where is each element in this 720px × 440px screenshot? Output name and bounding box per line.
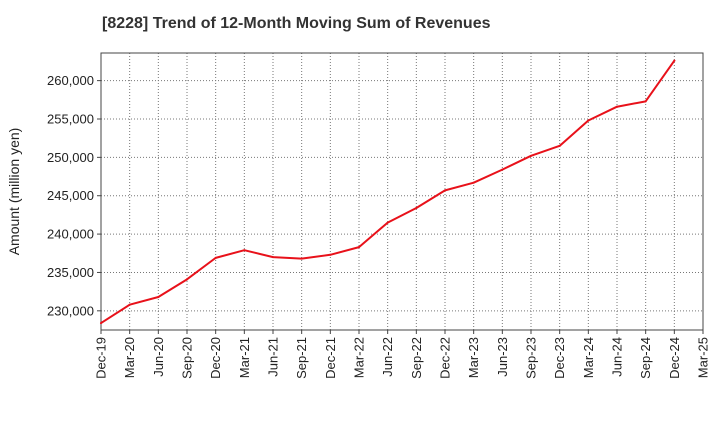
x-tick-label: Mar-25 [696, 337, 711, 378]
data-point [329, 253, 332, 256]
x-tick-label: Mar-20 [122, 337, 137, 378]
y-axis-label: Amount (million yen) [6, 128, 22, 256]
x-tick-label: Sep-23 [524, 337, 539, 379]
data-point [157, 296, 160, 299]
data-point [300, 257, 303, 260]
x-tick-label: Dec-19 [94, 337, 109, 379]
x-tick-label: Dec-22 [438, 337, 453, 379]
data-point [530, 154, 532, 157]
data-point [472, 181, 475, 184]
x-tick-label: Sep-24 [638, 337, 653, 379]
x-tick-layer: Dec-19 Mar-20 Jun-20 Sep-20 Dec-20 Mar-21 Jun-… [94, 330, 711, 379]
data-point [272, 256, 274, 259]
x-tick-label: Dec-21 [323, 337, 338, 379]
plot-frame [100, 52, 704, 331]
x-tick-label: Jun-23 [495, 337, 510, 377]
data-point [444, 189, 446, 192]
x-tick-label: Jun-24 [610, 337, 625, 377]
x-tick-label: Jun-20 [151, 337, 166, 377]
x-tick-label: Jun-22 [380, 337, 395, 377]
y-tick-label: 235,000 [47, 265, 94, 280]
grid-layer [101, 53, 703, 330]
data-point [243, 249, 246, 252]
x-tick-label: Dec-24 [667, 337, 682, 379]
data-point [558, 144, 561, 147]
x-tick-label: Mar-21 [237, 337, 252, 378]
data-point [673, 59, 676, 62]
y-tick-layer: 230,000 235,000 240,000 245,000 250,000 255,0… [47, 73, 101, 318]
data-point [186, 278, 188, 281]
x-tick-label: Dec-20 [208, 337, 223, 379]
x-tick-label: Dec-23 [552, 337, 567, 379]
data-point [644, 100, 647, 103]
data-point [415, 206, 418, 209]
y-tick-label: 245,000 [47, 188, 94, 203]
chart-title: [8228] Trend of 12-Month Moving Sum of R… [102, 15, 491, 32]
data-point [616, 105, 618, 108]
x-tick-label: Mar-24 [581, 337, 596, 378]
x-tick-label: Sep-21 [294, 337, 309, 379]
y-tick-label: 260,000 [47, 73, 94, 88]
x-tick-label: Mar-22 [352, 337, 367, 378]
y-tick-label: 230,000 [47, 303, 94, 318]
y-tick-label: 250,000 [47, 150, 94, 165]
data-point [214, 256, 217, 259]
data-point [128, 303, 131, 306]
data-point [386, 221, 389, 224]
x-tick-label: Mar-23 [466, 337, 481, 378]
y-tick-label: 255,000 [47, 111, 94, 126]
x-tick-label: Sep-20 [180, 337, 195, 379]
x-tick-label: Jun-21 [266, 337, 281, 377]
data-point [587, 119, 590, 122]
data-point [100, 322, 102, 325]
x-tick-label: Sep-22 [409, 337, 424, 379]
data-point [501, 168, 504, 171]
series-layer [100, 59, 676, 325]
y-tick-label: 240,000 [47, 227, 94, 242]
data-point [358, 246, 360, 249]
